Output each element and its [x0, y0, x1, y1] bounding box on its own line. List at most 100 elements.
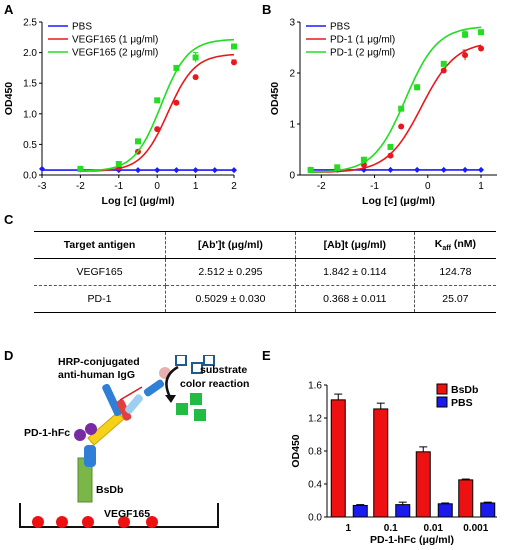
- panel-a-data-point: [192, 167, 199, 174]
- product-square-icon: [190, 393, 202, 405]
- substrate-square-icon: [203, 355, 215, 366]
- header-kaff: Kaff (nM): [413, 231, 496, 259]
- header-ab-t: [Ab]t (μg/ml): [294, 231, 415, 259]
- panel-b-data-point: [462, 166, 469, 173]
- table-row: PD-1 0.5029 ± 0.030 0.368 ± 0.011 25.07: [34, 285, 496, 313]
- panel-a-fit-curve-2: [80, 38, 235, 172]
- panel-b-data-point: [360, 161, 367, 168]
- panel-e-bar: [458, 479, 474, 518]
- panel-a-data-point: [77, 166, 84, 173]
- panel-a-data-point: [192, 54, 199, 61]
- panel-e-bar: [437, 503, 453, 518]
- panel-b-data-point: [462, 52, 469, 59]
- panel-letter-d: D: [4, 348, 14, 363]
- panel-e-bar: [480, 502, 496, 518]
- hrp-label-1: HRP-conjugated: [58, 356, 140, 368]
- panel-letter-b: B: [262, 2, 272, 17]
- vegf165-label: VEGF165: [104, 508, 150, 520]
- panel-b-data-point: [398, 123, 405, 130]
- panel-b-legend-label: PD-1 (2 μg/ml): [330, 48, 395, 59]
- panel-a-data-point: [173, 99, 180, 106]
- panel-e-legend-label: PBS: [451, 397, 473, 409]
- panel-a-x-tick-label: 2: [231, 181, 237, 192]
- panel-a-x-tick-label: -2: [76, 181, 85, 192]
- panel-a-y-tick-label: 2.0: [23, 48, 37, 59]
- panel-a-y-tick-label: 1.5: [23, 79, 37, 90]
- panel-e-y-axis-label: OD450: [290, 434, 302, 467]
- panel-b-y-tick-label: 3: [289, 18, 295, 29]
- panel-a-y-tick-label: 0.5: [23, 140, 37, 151]
- panel-b-data-point: [307, 166, 314, 173]
- table-cell: 0.5029 ± 0.030: [165, 285, 296, 313]
- panel-a-data-point: [39, 165, 45, 172]
- panel-a-data-point: [173, 64, 180, 71]
- panel-e-y-tick-label: 1.2: [308, 414, 322, 425]
- product-square-icon: [194, 409, 206, 421]
- panel-b-data-point: [440, 67, 447, 74]
- panel-b-x-tick-label: 0: [425, 181, 431, 192]
- panel-b-fit-curve-1: [310, 44, 482, 173]
- panel-b-data-point: [387, 152, 394, 159]
- table-cell: VEGF165: [34, 258, 167, 286]
- plate-well: [19, 503, 219, 528]
- panel-b-legend-label: PD-1 (1 μg/ml): [330, 35, 395, 46]
- panel-b-data-point: [387, 166, 394, 173]
- vegf165-dot: [146, 516, 158, 528]
- vegf165-antigen-dots: [32, 516, 158, 528]
- panel-b-data-point: [478, 166, 485, 173]
- panel-b-data-point: [478, 29, 485, 36]
- panel-b-y-tick-label: 1: [289, 120, 295, 131]
- panel-b-x-tick-label: -1: [370, 181, 379, 192]
- vegf165-dot: [32, 516, 44, 528]
- pd1-purple: [74, 429, 86, 441]
- panel-e-bar: [415, 451, 431, 518]
- panel-a-data-point: [154, 167, 161, 174]
- pd1-purple: [85, 423, 97, 435]
- panel-b-y-tick-label: 0: [289, 171, 295, 182]
- panel-e-y-tick-label: 0.0: [308, 513, 322, 524]
- table-cell: 0.368 ± 0.011: [294, 285, 415, 313]
- panel-b-legend-label: PBS: [330, 22, 350, 33]
- panel-e-legend-label: BsDb: [451, 384, 478, 396]
- panel-a-y-axis-label: OD450: [3, 82, 15, 115]
- panel-a-legend-label: PBS: [72, 22, 92, 33]
- panel-e-y-tick-label: 0.8: [308, 447, 322, 458]
- table-cell: PD-1: [34, 285, 167, 313]
- panel-b-data-point: [414, 84, 421, 91]
- panel-b-data-point: [462, 31, 469, 38]
- panel-a-legend-label: VEGF165 (2 μg/ml): [72, 48, 158, 59]
- panel-e-y-tick-label: 1.6: [308, 381, 322, 392]
- panel-b-data-point: [307, 166, 314, 173]
- panel-e-legend-swatch: [436, 396, 448, 408]
- bsdb-label: BsDb: [96, 484, 123, 496]
- panel-a-data-point: [231, 167, 237, 174]
- panel-a-data-point: [115, 160, 122, 167]
- panel-e-bar: [330, 399, 346, 518]
- panel-a-data-point: [192, 74, 199, 81]
- panel-b-data-point: [307, 166, 314, 173]
- panel-a-data-point: [211, 167, 218, 174]
- panel-b-y-axis-label: OD450: [269, 82, 281, 115]
- panel-letter-e: E: [262, 348, 271, 363]
- panel-b-y-tick-label: 2: [289, 69, 295, 80]
- panel-b-data-point: [440, 60, 447, 67]
- panel-b-data-point: [334, 166, 341, 173]
- panel-a-data-point: [173, 167, 180, 174]
- panel-a-legend-label: VEGF165 (1 μg/ml): [72, 35, 158, 46]
- panel-a-data-point: [115, 164, 122, 171]
- table-cell: 25.07: [413, 285, 496, 313]
- panel-b-data-point: [398, 105, 405, 112]
- panel-a-x-tick-label: 0: [154, 181, 160, 192]
- panel-a-data-point: [77, 165, 84, 172]
- pd1-hfc-label: PD-1-hFc: [24, 427, 70, 439]
- affinity-table: Target antigen [Ab']t (μg/ml) [Ab]t (μg/…: [34, 231, 496, 313]
- table-cell: 2.512 ± 0.295: [165, 258, 296, 286]
- panel-a-data-point: [135, 167, 141, 174]
- panel-b-data-point: [334, 164, 341, 171]
- panel-e-x-axis-label: PD-1-hFc (μg/ml): [370, 534, 454, 546]
- panel-a-data-point: [154, 97, 161, 104]
- substrate-square-icon: [175, 355, 187, 366]
- vegf165-dot: [118, 516, 130, 528]
- panel-b-data-point: [360, 156, 367, 163]
- panel-a-x-axis-label: Log [c] (μg/ml): [102, 195, 175, 207]
